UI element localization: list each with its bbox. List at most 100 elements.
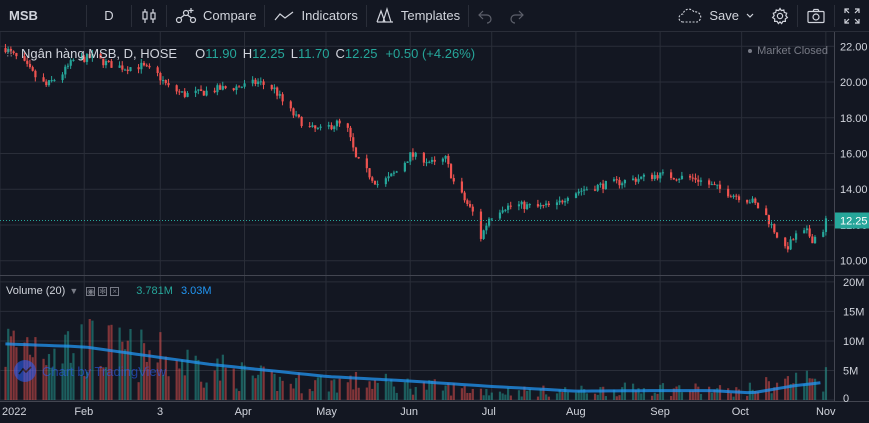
candle-body <box>4 48 7 53</box>
volume-bar <box>159 332 162 400</box>
volume-bar <box>121 341 124 400</box>
volume-bar <box>585 393 588 400</box>
volume-tick-label: 15M <box>843 306 864 318</box>
candle-body <box>789 239 792 250</box>
compare-button[interactable]: Compare <box>167 0 264 32</box>
undo-button[interactable] <box>469 0 501 32</box>
gear-icon[interactable]: ✻ <box>98 286 108 296</box>
volume-bar <box>770 393 773 400</box>
volume-bar <box>656 393 659 400</box>
volume-bar <box>523 386 526 400</box>
candle-body <box>72 59 75 61</box>
candle-body <box>794 233 798 240</box>
candle-body <box>479 211 483 239</box>
tradingview-watermark[interactable]: Chart by TradingView <box>14 360 166 382</box>
candle-body <box>53 80 56 82</box>
volume-bar <box>300 393 303 400</box>
candle-body <box>289 101 292 109</box>
candle-body <box>148 65 151 68</box>
save-button[interactable]: Save <box>669 0 763 32</box>
close-icon[interactable]: × <box>110 286 120 296</box>
chart-style-button[interactable] <box>132 0 166 32</box>
volume-bar <box>732 396 735 400</box>
volume-bar <box>561 391 564 400</box>
volume-tick-label: 5M <box>843 365 858 377</box>
open-value: 11.90 <box>205 46 237 61</box>
chart-area[interactable]: 10.0012.0014.0016.0018.0020.0022.0012.25… <box>0 32 869 423</box>
price-volume-chart[interactable]: 10.0012.0014.0016.0018.0020.0022.0012.25… <box>0 32 869 423</box>
candle-body <box>311 125 314 127</box>
volume-bar <box>618 395 621 400</box>
time-tick-label: Apr <box>235 406 252 418</box>
candle-body <box>661 172 665 174</box>
volume-bar <box>118 327 121 400</box>
symbol-search-button[interactable]: MSB <box>0 0 86 32</box>
candle-body <box>61 74 64 81</box>
volume-bar <box>498 391 502 400</box>
candle-body <box>259 81 262 83</box>
volume-bar <box>357 387 360 400</box>
candle-body <box>300 116 303 127</box>
candle-body <box>463 192 466 201</box>
volume-bar <box>257 374 260 400</box>
candle-body <box>425 162 428 164</box>
low-value: 11.70 <box>297 46 330 61</box>
volume-bar <box>200 381 203 400</box>
candle-body <box>319 126 322 128</box>
volume-bar <box>637 388 640 400</box>
volume-bar <box>699 393 703 400</box>
volume-bar <box>270 370 273 400</box>
toolbar-divider <box>86 4 87 27</box>
market-status-label: Market Closed <box>757 45 828 57</box>
indicators-button[interactable]: Indicators <box>265 0 365 32</box>
candle-body <box>175 85 178 92</box>
volume-bar <box>390 379 393 400</box>
candle-body <box>824 218 828 232</box>
volume-bar <box>88 319 91 400</box>
candle-body <box>7 48 10 53</box>
chevron-down-icon[interactable]: ▼ <box>69 286 79 296</box>
redo-button[interactable] <box>501 0 533 32</box>
volume-bar <box>338 378 341 400</box>
candle-body <box>371 177 374 181</box>
tradingview-logo-icon <box>14 360 36 382</box>
time-tick-label: Oct <box>732 406 749 418</box>
candle-body <box>295 114 298 116</box>
templates-button[interactable]: Templates <box>367 0 468 32</box>
candle-body <box>737 196 741 200</box>
volume-tick-label: 10M <box>843 336 864 348</box>
fullscreen-button[interactable] <box>835 0 869 32</box>
candle-body <box>773 224 776 233</box>
volume-bar <box>126 340 129 400</box>
settings-button[interactable] <box>763 0 797 32</box>
more-dots-icon[interactable]: ⁝⁝ <box>6 48 13 60</box>
candle-body <box>650 174 654 179</box>
high-value: 12.25 <box>252 46 285 61</box>
candle-body <box>452 178 455 182</box>
volume-bar <box>251 375 254 400</box>
candle-body <box>145 65 148 67</box>
candle-body <box>545 203 548 206</box>
volume-bar <box>50 367 53 400</box>
toolbar-divider <box>365 4 367 27</box>
candle-body <box>640 176 643 179</box>
candle-body <box>308 126 311 128</box>
fullscreen-icon <box>844 7 860 24</box>
candle-body <box>751 198 754 203</box>
toolbar-divider <box>834 4 835 27</box>
candle-body <box>675 179 678 181</box>
volume-bar <box>784 378 787 400</box>
open-label: O <box>195 46 206 61</box>
eye-icon[interactable]: ◉ <box>86 286 96 296</box>
snapshot-button[interactable] <box>798 0 834 32</box>
candle-body <box>555 202 559 206</box>
volume-bar <box>4 366 7 400</box>
close-value: 12.25 <box>344 46 378 61</box>
volume-bar <box>542 385 545 400</box>
volume-bar <box>235 388 238 400</box>
indicators-icon <box>275 11 294 20</box>
interval-button[interactable]: D <box>87 0 131 32</box>
volume-bar <box>574 392 578 400</box>
volume-bar <box>104 367 108 400</box>
candle-body <box>786 246 790 250</box>
